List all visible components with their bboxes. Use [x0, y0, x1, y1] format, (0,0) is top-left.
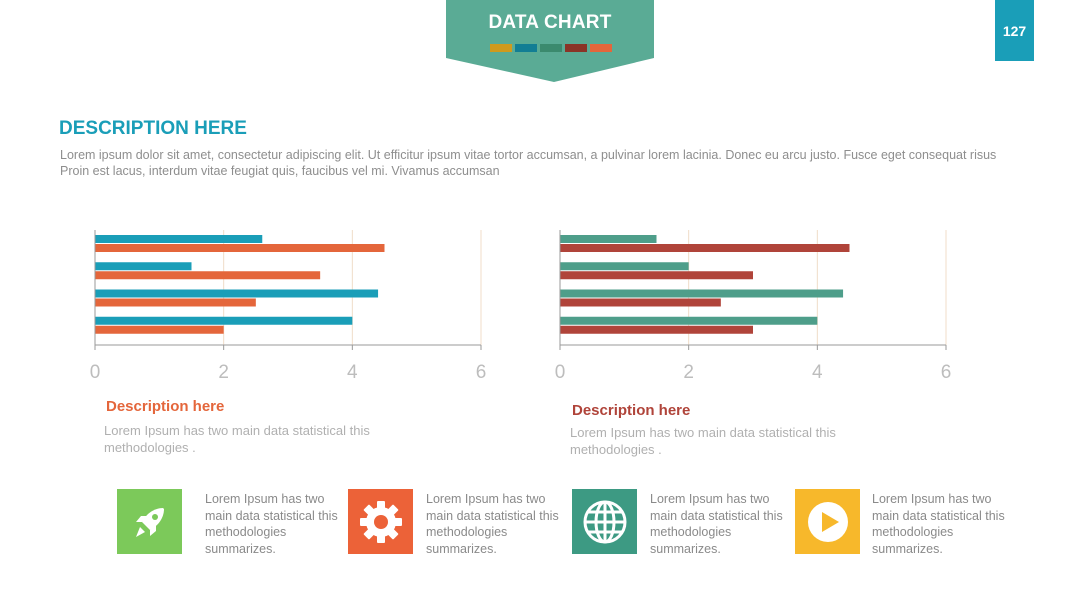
right-caption-title: Description here: [572, 402, 691, 419]
left-caption-title: Description here: [106, 398, 225, 415]
x-tick-label: 4: [812, 362, 823, 383]
play-icon: [807, 501, 848, 542]
bar-series2-row4: [560, 325, 753, 334]
banner-shape: [446, 0, 654, 82]
play-tile: [795, 489, 860, 554]
x-tick-label: 2: [683, 362, 694, 383]
x-tick-label: 6: [941, 362, 952, 383]
bar-series1-row1: [95, 235, 263, 243]
swatch-2: [515, 44, 537, 52]
bar-series2-row1: [95, 244, 385, 252]
bar-series1-row1: [560, 235, 657, 243]
globe-icon: [583, 500, 626, 543]
bar-series2-row3: [560, 298, 721, 307]
gear-tile: [348, 489, 413, 554]
page-title: DATA CHART: [488, 12, 612, 33]
x-tick-label: 2: [218, 362, 229, 383]
rocket-icon: [135, 507, 164, 537]
x-tick-label: 0: [555, 362, 566, 383]
description-heading: DESCRIPTION HERE: [59, 118, 247, 139]
swatch-4: [565, 44, 587, 52]
bar-chart-left: 0 2 4 6: [90, 230, 487, 383]
bar-series1-row4: [560, 316, 818, 325]
globe-tile: [572, 489, 637, 554]
x-tick-label: 0: [90, 362, 101, 383]
x-tick-label: 6: [476, 362, 487, 383]
left-caption-text: Lorem Ipsum has two main data statistica…: [104, 423, 370, 455]
bar-series1-row2: [560, 262, 689, 271]
feature-text-3: Lorem Ipsum has two main data statistica…: [650, 492, 783, 556]
page-number: 127: [995, 0, 1034, 61]
color-swatches: [490, 44, 612, 52]
swatch-1: [490, 44, 512, 52]
bar-series1-row3: [560, 289, 844, 298]
bar-series1-row4: [95, 316, 353, 325]
feature-text-2: Lorem Ipsum has two main data statistica…: [426, 492, 559, 556]
bar-series2-row3: [95, 298, 256, 307]
feature-text-4: Lorem Ipsum has two main data statistica…: [872, 492, 1005, 556]
bar-series2-row1: [560, 244, 850, 252]
bar-series2-row4: [95, 325, 224, 334]
rocket-tile: [117, 489, 182, 554]
bar-chart-right: 0 2 4 6: [555, 230, 952, 383]
bar-series2-row2: [560, 271, 753, 280]
swatch-5: [590, 44, 612, 52]
description-text: Lorem ipsum dolor sit amet, consectetur …: [60, 148, 997, 178]
bar-series2-row2: [95, 271, 321, 280]
right-caption-text: Lorem Ipsum has two main data statistica…: [570, 425, 836, 457]
bar-series1-row2: [95, 262, 192, 271]
x-tick-label: 4: [347, 362, 358, 383]
gear-icon: [359, 500, 402, 543]
bar-series1-row3: [95, 289, 379, 298]
header-banner: DATA CHART: [446, 0, 654, 82]
feature-text-1: Lorem Ipsum has two main data statistica…: [205, 492, 338, 556]
swatch-3: [540, 44, 562, 52]
